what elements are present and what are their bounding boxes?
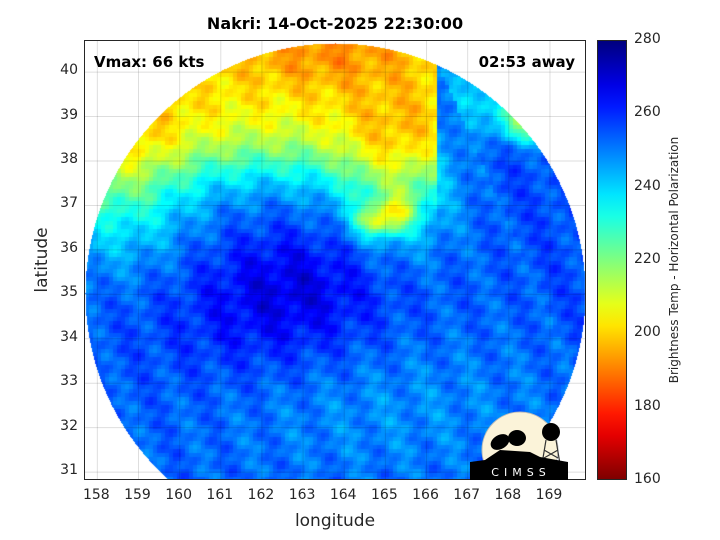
x-tick-label: 162 bbox=[247, 487, 275, 503]
x-tick-label: 167 bbox=[453, 487, 481, 503]
colorbar-tick-label: 260 bbox=[634, 104, 661, 121]
cimss-logo: CIMSS bbox=[470, 411, 568, 480]
x-tick-label: 166 bbox=[412, 487, 439, 503]
x-tick-label: 159 bbox=[124, 487, 151, 503]
x-tick-label: 169 bbox=[535, 487, 563, 503]
grid-lines bbox=[85, 41, 585, 479]
x-tick-label: 158 bbox=[82, 487, 110, 503]
y-tick-label: 34 bbox=[60, 328, 78, 345]
x-tick-label: 165 bbox=[371, 487, 398, 503]
colorbar-label: Brightness Temp - Horizontal Polarizatio… bbox=[667, 136, 681, 384]
y-axis-label: latitude bbox=[32, 227, 52, 293]
y-tick-label: 33 bbox=[60, 373, 78, 390]
y-tick-label: 40 bbox=[60, 62, 78, 79]
colorbar-tick-label: 240 bbox=[634, 177, 661, 194]
time-away-annotation: 02:53 away bbox=[478, 53, 575, 71]
x-axis-label: longitude bbox=[294, 511, 376, 531]
brightness-temp-heatmap bbox=[85, 41, 585, 479]
x-tick-label: 168 bbox=[494, 487, 522, 503]
colorbar-tick-label: 280 bbox=[634, 31, 661, 47]
plot-area bbox=[84, 40, 586, 480]
x-tick-label: 160 bbox=[165, 487, 192, 503]
colorbar-tick-label: 220 bbox=[634, 251, 661, 267]
x-tick-label: 164 bbox=[329, 487, 357, 503]
colorbar bbox=[597, 40, 627, 480]
y-tick-label: 36 bbox=[60, 239, 78, 256]
x-tick-label: 161 bbox=[206, 487, 234, 503]
y-tick-label: 32 bbox=[60, 417, 78, 434]
chart-title: Nakri: 14-Oct-2025 22:30:00 bbox=[206, 14, 464, 33]
y-tick-label: 39 bbox=[60, 106, 78, 123]
colorbar-tick-label: 180 bbox=[634, 397, 661, 414]
colorbar-tick-label: 160 bbox=[634, 471, 661, 487]
x-tick-label: 163 bbox=[288, 487, 316, 503]
y-tick-label: 35 bbox=[60, 284, 78, 301]
colorbar-tick-label: 200 bbox=[634, 324, 661, 341]
y-tick-label: 31 bbox=[60, 462, 78, 479]
vmax-annotation: Vmax: 66 kts bbox=[94, 53, 205, 71]
y-tick-label: 37 bbox=[60, 195, 78, 212]
svg-text:CIMSS: CIMSS bbox=[491, 466, 550, 479]
y-tick-label: 38 bbox=[60, 151, 78, 167]
